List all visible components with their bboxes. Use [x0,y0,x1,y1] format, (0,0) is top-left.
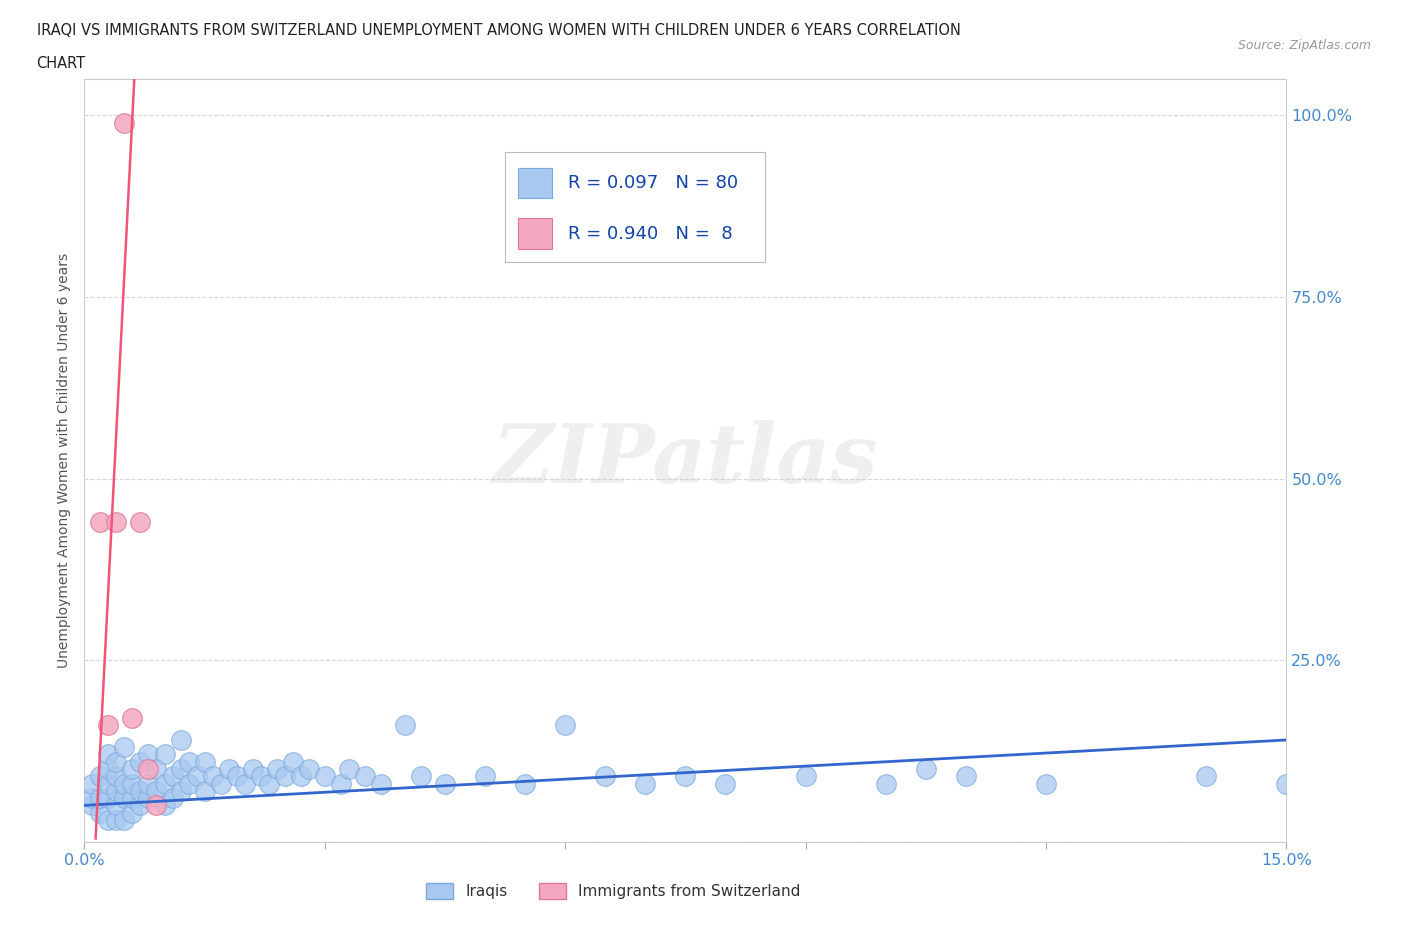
Point [145,798,167,813]
Y-axis label: Unemployment Among Women with Children Under 6 years: Unemployment Among Women with Children U… [58,253,72,668]
Point [105,769,128,784]
Point [257,777,280,791]
Point [1035,777,1057,791]
Point [129,754,152,769]
Point [394,718,416,733]
Point [138,762,160,777]
Point [145,762,167,777]
Point [218,762,240,777]
Point [114,739,135,754]
Point [714,777,737,791]
Text: Source: ZipAtlas.com: Source: ZipAtlas.com [1237,39,1371,52]
Point [89,805,111,820]
Text: R = 0.097   N = 80: R = 0.097 N = 80 [568,174,738,193]
Point [274,769,297,784]
Point [97,762,120,777]
Point [129,783,152,798]
Point [1275,777,1298,791]
Point [114,790,135,805]
Point [875,777,897,791]
Point [249,769,271,784]
Point [162,790,184,805]
Point [82,790,104,805]
Point [162,769,184,784]
Point [169,783,191,798]
Point [314,769,336,784]
Point [105,514,128,529]
Point [153,798,176,813]
Point [354,769,377,784]
Point [186,769,208,784]
Point [194,783,217,798]
Point [138,790,160,805]
Legend: Iraqis, Immigrants from Switzerland: Iraqis, Immigrants from Switzerland [426,883,800,898]
Text: R = 0.940   N =  8: R = 0.940 N = 8 [568,224,733,243]
Point [121,777,143,791]
Point [177,754,200,769]
Point [329,777,352,791]
Point [281,754,304,769]
Point [266,762,288,777]
Point [105,783,128,798]
Point [201,769,224,784]
Point [915,762,938,777]
Point [121,790,143,805]
Point [114,777,135,791]
Point [515,777,537,791]
Point [145,783,167,798]
Point [97,747,120,762]
Point [634,777,657,791]
Point [129,798,152,813]
Point [82,798,104,813]
Point [595,769,617,784]
Point [1195,769,1218,784]
Point [105,798,128,813]
Point [121,805,143,820]
Point [177,777,200,791]
Point [121,762,143,777]
Point [121,711,143,725]
Point [105,754,128,769]
Point [225,769,247,784]
Point [169,733,191,748]
Text: IRAQI VS IMMIGRANTS FROM SWITZERLAND UNEMPLOYMENT AMONG WOMEN WITH CHILDREN UNDE: IRAQI VS IMMIGRANTS FROM SWITZERLAND UNE… [37,23,960,38]
Point [242,762,264,777]
Point [434,777,457,791]
Point [194,754,217,769]
Point [233,777,256,791]
Point [138,777,160,791]
FancyBboxPatch shape [517,167,553,198]
Point [955,769,977,784]
FancyBboxPatch shape [517,219,553,249]
Point [169,762,191,777]
Point [675,769,697,784]
Point [105,813,128,828]
Point [138,747,160,762]
Point [114,813,135,828]
Point [554,718,576,733]
Point [153,747,176,762]
Point [89,790,111,805]
Point [89,514,111,529]
Text: CHART: CHART [37,56,86,71]
Point [370,777,392,791]
Point [153,777,176,791]
Point [290,769,312,784]
Point [298,762,321,777]
Point [794,769,817,784]
Point [97,718,120,733]
Point [97,777,120,791]
Point [337,762,360,777]
Point [97,813,120,828]
Point [114,115,135,130]
Point [89,769,111,784]
Point [474,769,496,784]
Point [209,777,232,791]
Text: ZIPatlas: ZIPatlas [492,420,879,500]
Point [129,514,152,529]
Point [409,769,432,784]
Point [97,790,120,805]
Point [82,777,104,791]
